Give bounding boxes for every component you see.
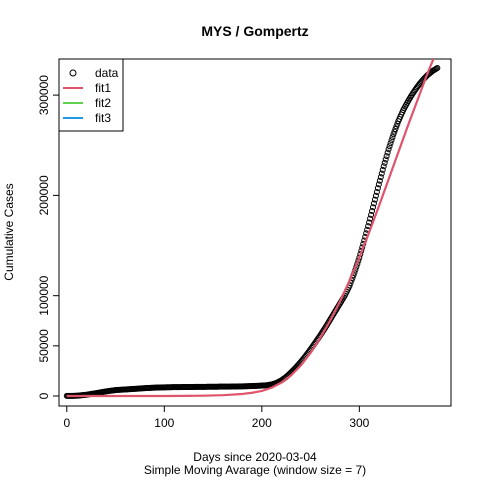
data-point: [379, 166, 386, 173]
y-axis-label: Cumulative Cases: [2, 183, 16, 280]
series-fit1-line: [66, 59, 435, 398]
x-tick-label: 0: [63, 416, 70, 430]
y-axis: 0 50000 100000 200000 300000: [37, 75, 60, 399]
data-point: [434, 65, 441, 72]
data-point: [367, 215, 374, 222]
data-point: [369, 208, 376, 215]
x-axis: 0 100 200 300: [63, 405, 370, 430]
data-point: [372, 192, 379, 199]
data-point: [386, 143, 393, 150]
data-point: [385, 146, 392, 153]
data-point: [391, 128, 398, 135]
data-point: [381, 159, 388, 166]
legend-label-fit2: fit2: [95, 96, 111, 110]
data-point: [369, 204, 376, 211]
y-tick-label: 50000: [37, 329, 51, 363]
data-point: [392, 126, 399, 133]
legend-label-data: data: [95, 66, 119, 80]
chart-title: MYS / Gompertz: [201, 23, 308, 39]
data-point: [376, 177, 383, 184]
x-tick-label: 100: [154, 416, 174, 430]
data-point: [384, 149, 391, 156]
data-point: [373, 188, 380, 195]
data-point: [371, 196, 378, 203]
data-point: [382, 156, 389, 163]
data-point: [394, 120, 401, 127]
series-layer: [63, 59, 441, 399]
chart-subtitle: Simple Moving Avarage (window size = 7): [144, 463, 366, 477]
data-point: [378, 170, 385, 177]
x-tick-label: 200: [252, 416, 272, 430]
data-point: [383, 153, 390, 160]
legend-label-fit3: fit3: [95, 111, 111, 125]
data-point: [387, 140, 394, 147]
x-axis-label: Days since 2020-03-04: [193, 450, 317, 464]
legend-label-fit1: fit1: [95, 81, 111, 95]
legend-swatch-data: [69, 69, 77, 77]
data-point: [389, 134, 396, 141]
data-point: [393, 123, 400, 130]
data-point: [370, 200, 377, 207]
y-tick-label: 200000: [37, 175, 51, 215]
data-point: [368, 211, 375, 218]
data-point: [377, 174, 384, 181]
y-tick-label: 100000: [37, 275, 51, 315]
y-tick-label: 300000: [37, 75, 51, 115]
data-point: [366, 219, 373, 226]
data-point: [390, 131, 397, 138]
data-point: [374, 185, 381, 192]
data-point: [380, 163, 387, 170]
data-point: [388, 137, 395, 144]
y-tick-label: 0: [37, 392, 51, 399]
x-tick-label: 300: [349, 416, 369, 430]
data-point: [375, 181, 382, 188]
